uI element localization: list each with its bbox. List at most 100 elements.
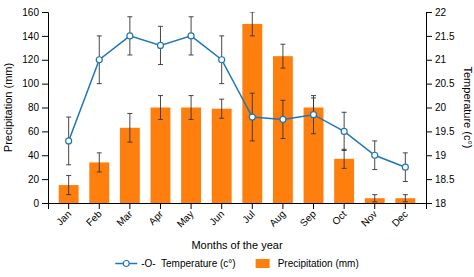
y-axis-title: Precipitation (mm) (2, 63, 14, 152)
marker (188, 33, 194, 39)
chart: 0204060801001201401601818.51919.52020.52… (0, 0, 474, 277)
y2-axis: 1818.51919.52020.52121.522 (426, 7, 455, 209)
legend-label: Precipitation (mm) (278, 258, 359, 269)
bar (273, 56, 293, 203)
tick-mark (68, 203, 69, 209)
plot: 0204060801001201401601818.51919.52020.52… (22, 7, 455, 230)
tick-label: 80 (28, 102, 40, 113)
tick-mark (426, 108, 432, 109)
x-axis-title: Months of the year (191, 239, 282, 251)
tick-mark (42, 36, 48, 37)
tick-label: 21 (435, 54, 447, 65)
error-bar (97, 36, 102, 84)
tick: 20 (426, 102, 447, 113)
tick-label: Mar (115, 208, 135, 228)
tick-mark (42, 12, 48, 13)
tick-label: Sep (298, 208, 319, 229)
error-bar (158, 96, 163, 120)
bar (151, 108, 171, 204)
tick-label: 0 (33, 198, 39, 209)
tick-label: 19.5 (435, 126, 455, 137)
bar (242, 24, 262, 203)
legend-marker (123, 261, 129, 267)
tick-mark (426, 179, 432, 180)
x-axis: JanFebMarAprMayJunJulAugSepOctNovDec (49, 203, 427, 229)
bar (181, 108, 201, 204)
tick-mark (42, 60, 48, 61)
tick: 20 (28, 174, 48, 185)
marks (59, 12, 416, 203)
error-bar (127, 113, 132, 142)
tick-label: Dec (390, 208, 410, 228)
error-bar (250, 12, 255, 36)
tick: 160 (22, 7, 48, 18)
tick-mark (252, 203, 253, 209)
marker (311, 112, 317, 118)
tick: Apr (146, 203, 165, 227)
error-bar (66, 117, 71, 165)
error-bar (372, 141, 377, 170)
tick: Feb (84, 203, 104, 228)
tick: 60 (28, 126, 48, 137)
tick-mark (129, 203, 130, 209)
tick-label: 20.5 (435, 78, 455, 89)
marker (219, 57, 225, 63)
tick: Mar (115, 203, 135, 228)
y2-axis-title: Temperature (c°) (462, 66, 474, 148)
tick: Jan (54, 203, 73, 227)
legend-label: -O- Temperature (c°) (141, 258, 235, 269)
error-bar (219, 36, 224, 84)
tick-label: 160 (22, 7, 39, 18)
tick-mark (99, 203, 100, 209)
tick-mark (426, 155, 432, 156)
tick: 18.5 (426, 174, 455, 185)
tick-mark (42, 84, 48, 85)
tick-label: 140 (22, 31, 39, 42)
error-bar (280, 44, 285, 68)
tick-label: Apr (146, 208, 165, 227)
tick-label: 18 (435, 198, 447, 209)
error-bar (250, 93, 255, 141)
marker (249, 114, 255, 120)
tick-mark (282, 203, 283, 209)
marker (127, 33, 133, 39)
error-bar (189, 96, 194, 120)
series (66, 17, 409, 182)
marker (341, 128, 347, 134)
error-bar (311, 96, 316, 134)
tick-label: Jul (240, 208, 257, 225)
tick-label: Oct (330, 208, 349, 227)
marker (157, 42, 163, 48)
axis-line (49, 204, 427, 210)
series (59, 12, 416, 203)
tick: 19 (426, 150, 447, 161)
tick-label: 18.5 (435, 174, 455, 185)
tick-mark (42, 179, 48, 180)
marker (402, 164, 408, 170)
tick-mark (426, 131, 432, 132)
legend: -O- Temperature (c°) Precipitation (mm) (115, 258, 359, 269)
tick-label: 19 (435, 150, 447, 161)
error-bar (189, 17, 194, 55)
error-bar (372, 195, 377, 202)
tick: 19.5 (426, 126, 455, 137)
bar (212, 109, 232, 203)
tick-label: 20 (28, 174, 40, 185)
axis-line (42, 13, 49, 204)
tick: Dec (390, 203, 410, 229)
error-bar (97, 153, 102, 172)
tick-label: 22 (435, 7, 447, 18)
legend-item: -O- Temperature (c°) (115, 258, 235, 269)
tick: Oct (330, 203, 349, 227)
tick: Jun (207, 203, 226, 227)
tick-mark (42, 131, 48, 132)
tick-mark (221, 203, 222, 209)
tick-label: May (175, 208, 196, 229)
marker (96, 57, 102, 63)
tick-mark (191, 203, 192, 209)
texts: Precipitation (mm) Temperature (c°) Months… (2, 63, 474, 251)
marker (66, 138, 72, 144)
tick-mark (426, 84, 432, 85)
legend-item: Precipitation (mm) (256, 258, 359, 269)
y-axis: 020406080100120140160 (22, 7, 48, 209)
